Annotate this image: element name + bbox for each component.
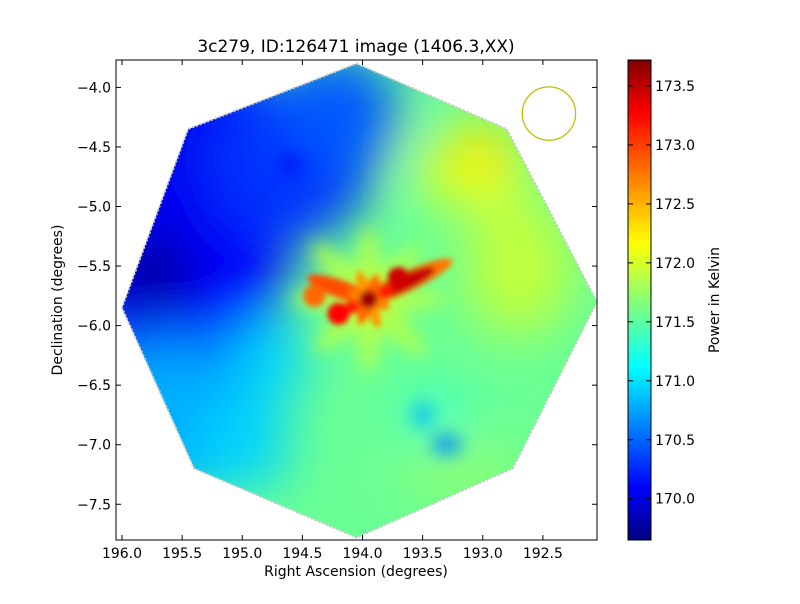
y-tick-label: −7.5 <box>77 497 111 513</box>
y-axis-label: Declination (degrees) <box>50 225 66 376</box>
y-tick-label: −6.5 <box>77 378 111 394</box>
y-tick-label: −4.5 <box>77 140 111 156</box>
x-tick-label: 194.5 <box>282 546 322 562</box>
colorbar-tick-label: 171.0 <box>655 374 695 390</box>
colorbar-tick-label: 171.5 <box>655 315 695 331</box>
x-tick-label: 195.0 <box>222 546 262 562</box>
colorbar-tick-label: 172.5 <box>655 197 695 213</box>
x-tick-label: 196.0 <box>102 546 142 562</box>
colorbar-tick-label: 173.0 <box>655 138 695 154</box>
x-tick-label: 193.5 <box>403 546 443 562</box>
x-axis-ticks: 196.0 195.5 195.0 194.5 194.0 193.5 193.0 192.5 <box>102 60 563 562</box>
x-tick-label: 194.0 <box>342 546 382 562</box>
colorbar-tick-label: 170.5 <box>655 433 695 449</box>
y-tick-label: −6.0 <box>77 319 111 335</box>
y-tick-label: −4.0 <box>77 80 111 96</box>
sky-image-field <box>122 63 597 538</box>
plot-axes-frame <box>115 59 598 541</box>
colorbar <box>627 59 652 541</box>
colorbar-tick-label: 172.0 <box>655 256 695 272</box>
colorbar-tick-label: 170.0 <box>655 492 695 508</box>
field-boundary <box>120 62 599 539</box>
x-tick-label: 195.5 <box>162 546 202 562</box>
x-axis-label: Right Ascension (degrees) <box>264 564 448 580</box>
chart-title: 3c279, ID:126471 image (1406.3,XX) <box>197 37 514 57</box>
x-tick-label: 193.0 <box>463 546 503 562</box>
beam-circle <box>521 86 577 141</box>
y-tick-label: −5.0 <box>77 200 111 216</box>
x-tick-label: 192.5 <box>523 546 563 562</box>
colorbar-tick-label: 173.5 <box>655 79 695 95</box>
y-tick-label: −7.0 <box>77 438 111 454</box>
colorbar-label: Power in Kelvin <box>707 247 723 353</box>
colorbar-ticks: 170.0 170.5 171.0 171.5 172.0 172.5 173.0 173.5 <box>628 79 695 508</box>
y-tick-label: −5.5 <box>77 259 111 275</box>
y-axis-ticks: −4.0 −4.5 −5.0 −5.5 −6.0 −6.5 −7.0 −7.5 <box>77 80 597 513</box>
